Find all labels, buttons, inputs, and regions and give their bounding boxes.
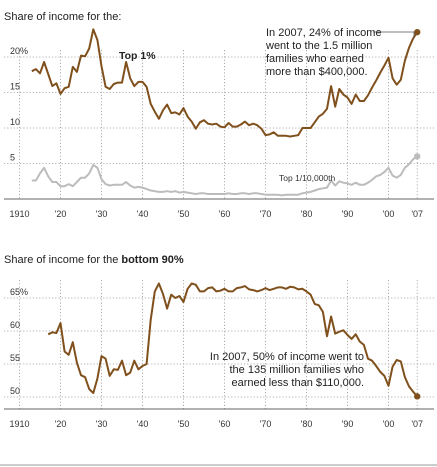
top-chart-series	[31, 28, 421, 197]
x-tick-label: '20	[55, 209, 67, 219]
top-1-percent-end-dot	[414, 28, 421, 36]
annotation-line: went to the 1.5 million	[265, 40, 372, 52]
annotation-line: families who earned	[266, 53, 364, 65]
bottom-chart-title-prefix: Share of income for the	[4, 254, 118, 266]
bottom-chart-title: Share of income for the bottom 90%	[4, 254, 184, 266]
y-tick-label: 15	[10, 82, 20, 92]
top-chart-x-ticks: 1910 '20 '30 '40 '50 '60 '70 '80 '90 '00 '07	[9, 209, 423, 219]
x-tick-label: '30	[96, 209, 108, 219]
top-1-percent-label: Top 1%	[119, 50, 156, 62]
top-chart-y-ticks: 20% 15 10 5	[10, 46, 28, 163]
x-tick-label: '50	[178, 419, 190, 429]
top-ten-thousandth-end-dot	[414, 153, 421, 160]
annotation-line: more than $400,000.	[266, 66, 368, 78]
bottom-chart-y-ticks: 65% 60 55 50	[10, 287, 28, 396]
top-ten-thousandth-label: Top 1/10,000th	[279, 173, 336, 183]
x-tick-label: '30	[96, 419, 108, 429]
bottom-chart-gridlines	[4, 280, 434, 409]
top-chart: Share of income for the: 20% 15 10 5 1910 '2…	[4, 11, 434, 219]
x-tick-label: '40	[137, 209, 149, 219]
y-tick-label: 50	[10, 386, 20, 396]
bottom-chart-x-ticks: 1910 '20 '30 '40 '50 '60 '70 '80 '90 '00 '07	[9, 419, 423, 429]
y-tick-label: 5	[10, 153, 15, 163]
top-annotation-leader	[373, 31, 415, 38]
bottom-chart: Share of income for the bottom 90% 65% 60 5…	[4, 254, 434, 429]
x-tick-label: '20	[55, 419, 67, 429]
annotation-line: In 2007, 24% of income	[266, 27, 382, 39]
x-tick-label: '90	[342, 419, 354, 429]
y-tick-label: 65%	[10, 287, 28, 297]
annotation-line: earned less than $110,000.	[231, 377, 364, 389]
x-tick-label: '80	[301, 419, 313, 429]
x-tick-label: '80	[301, 209, 313, 219]
x-tick-label: '60	[219, 209, 231, 219]
top-chart-gridlines	[4, 50, 434, 199]
x-tick-label: 1910	[9, 419, 29, 429]
bottom-chart-series	[47, 282, 421, 400]
y-tick-label: 20%	[10, 46, 28, 56]
x-tick-label: '60	[219, 419, 231, 429]
x-tick-label: '07	[411, 209, 423, 219]
x-tick-label: '70	[260, 209, 272, 219]
x-tick-label: '00	[383, 419, 395, 429]
top-1-percent-line	[31, 28, 419, 138]
x-tick-label: '40	[137, 419, 149, 429]
bottom-90-percent-line	[47, 282, 418, 397]
annotation-line: the 135 million families who	[229, 364, 364, 376]
x-tick-label: '90	[342, 209, 354, 219]
x-tick-label: '00	[383, 209, 395, 219]
annotation-line: In 2007, 50% of income went to	[210, 351, 364, 363]
bottom-90-percent-end-dot	[414, 393, 421, 400]
bottom-chart-title-bold: bottom 90%	[121, 254, 184, 266]
x-tick-label: '07	[411, 419, 423, 429]
y-tick-label: 55	[10, 353, 20, 363]
y-tick-label: 10	[10, 117, 20, 127]
top-chart-title: Share of income for the:	[4, 11, 121, 23]
x-tick-label: '50	[178, 209, 190, 219]
top-ten-thousandth-line	[31, 155, 418, 197]
x-tick-label: 1910	[9, 209, 29, 219]
y-tick-label: 60	[10, 320, 20, 330]
x-tick-label: '70	[260, 419, 272, 429]
